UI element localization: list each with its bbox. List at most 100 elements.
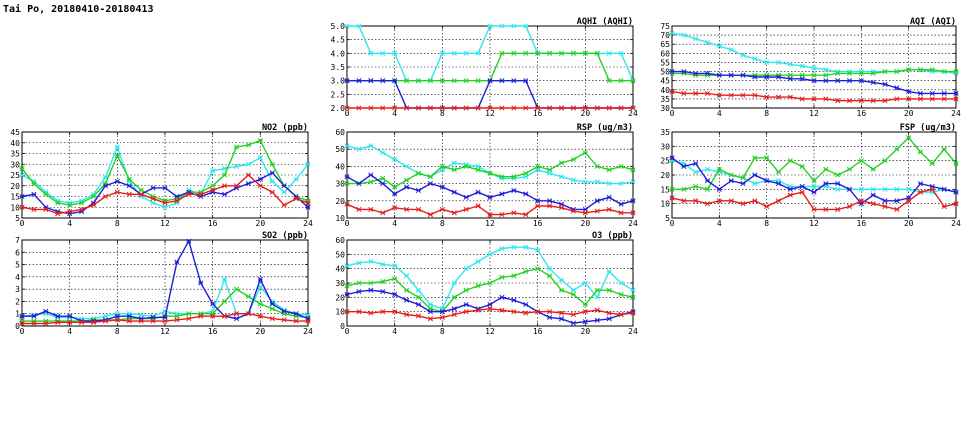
aqhi-blue-point bbox=[344, 78, 350, 84]
o3-cyan-point bbox=[463, 266, 469, 272]
so2-blue-point bbox=[210, 301, 216, 307]
no2-ytick-label: 5 bbox=[15, 214, 20, 223]
so2-ytick-label: 6 bbox=[15, 248, 20, 257]
rsp-cyan-point bbox=[404, 163, 410, 169]
aqi-ytick-label: 40 bbox=[660, 86, 670, 95]
fsp-green-point bbox=[728, 172, 734, 178]
fsp-xtick-label: 24 bbox=[951, 219, 961, 228]
so2-xtick-label: 4 bbox=[67, 327, 72, 336]
rsp-blue-point bbox=[392, 191, 398, 197]
no2-red-point bbox=[210, 187, 216, 193]
o3-xtick-label: 8 bbox=[440, 327, 445, 336]
o3-xtick-label: 4 bbox=[392, 327, 397, 336]
o3-green-point bbox=[511, 273, 517, 279]
aqi-cyan-point bbox=[799, 63, 805, 69]
so2-ytick-label: 1 bbox=[15, 310, 20, 319]
aqhi-cyan-point bbox=[392, 50, 398, 56]
fsp-red-point bbox=[846, 203, 853, 210]
fsp-cyan-point bbox=[811, 183, 817, 190]
no2-blue-point bbox=[114, 178, 120, 185]
aqi-blue-point bbox=[787, 76, 793, 82]
aqi-xtick-label: 24 bbox=[951, 109, 961, 118]
aqi-xtick-label: 16 bbox=[857, 109, 867, 118]
rsp-cyan-point bbox=[356, 146, 362, 152]
aqi-red-point bbox=[823, 96, 829, 102]
so2-blue-point bbox=[174, 259, 180, 265]
o3-blue-point bbox=[380, 289, 386, 295]
aqhi-cyan-point bbox=[487, 23, 493, 29]
fsp-green-point bbox=[835, 172, 841, 178]
rsp-cyan-point bbox=[368, 143, 374, 149]
aqhi-red-point bbox=[618, 105, 624, 111]
o3-green-point bbox=[618, 291, 624, 298]
no2-xtick-label: 8 bbox=[115, 219, 120, 228]
rsp-green-point bbox=[427, 174, 433, 180]
fsp-red-point bbox=[752, 198, 758, 204]
o3-cyan-point bbox=[404, 273, 410, 279]
so2-red-point bbox=[67, 319, 73, 325]
o3-green-point bbox=[368, 280, 374, 286]
aqhi-ytick-label: 3.0 bbox=[331, 77, 346, 86]
fsp-blue-point bbox=[799, 183, 805, 190]
aqhi-series-green bbox=[344, 50, 636, 84]
o3-xtick-label: 20 bbox=[581, 327, 591, 336]
rsp-cyan-point bbox=[630, 179, 636, 185]
aqi-red-point bbox=[906, 96, 912, 102]
so2-red-point bbox=[245, 311, 251, 317]
page-title: Tai Po, 20180410-20180413 bbox=[3, 3, 154, 15]
no2-green-point bbox=[19, 165, 25, 172]
aqi-green-point bbox=[835, 70, 841, 76]
aqi-cyan-point bbox=[787, 61, 793, 67]
aqhi-green-point bbox=[547, 50, 553, 56]
so2-red-point bbox=[233, 311, 240, 317]
o3-blue-point bbox=[344, 291, 350, 298]
o3-cyan-point bbox=[535, 247, 541, 253]
aqhi-green-point bbox=[463, 78, 469, 84]
o3-red-point bbox=[475, 307, 481, 313]
fsp-cyan-point bbox=[752, 181, 758, 187]
fsp-cyan-point bbox=[894, 186, 900, 192]
aqi-blue-point bbox=[870, 79, 876, 86]
rsp-green-point bbox=[630, 167, 636, 173]
so2-blue-point bbox=[126, 313, 132, 319]
so2-blue-point bbox=[269, 301, 275, 307]
aqhi-red-point bbox=[630, 105, 636, 111]
aqhi-xtick-label: 4 bbox=[392, 109, 397, 118]
rsp-red-point bbox=[630, 210, 636, 216]
o3-cyan-point bbox=[570, 287, 576, 293]
aqi-blue-point bbox=[752, 74, 758, 80]
rsp-green-point bbox=[415, 170, 422, 176]
rsp-red-point bbox=[582, 210, 588, 216]
o3-green-point bbox=[606, 287, 612, 293]
so2-red-point bbox=[281, 317, 287, 323]
aqi-cyan-point bbox=[775, 59, 782, 65]
aqi-ytick-label: 55 bbox=[660, 58, 670, 67]
no2-red-point bbox=[90, 202, 97, 208]
o3-green-point bbox=[356, 280, 362, 286]
aqhi-xtick-label: 24 bbox=[628, 109, 638, 118]
aqhi-cyan-point bbox=[356, 23, 362, 29]
fsp-green-point bbox=[906, 135, 912, 141]
so2-ytick-label: 2 bbox=[15, 297, 20, 306]
aqhi-red-point bbox=[547, 105, 553, 111]
rsp-blue-point bbox=[380, 181, 386, 187]
o3-ytick-label: 0 bbox=[340, 322, 345, 331]
so2-red-point bbox=[305, 318, 311, 324]
no2-blue-point bbox=[174, 193, 180, 200]
fsp-green-point bbox=[811, 178, 817, 184]
rsp-cyan-point bbox=[558, 174, 565, 180]
fsp-red-point bbox=[704, 201, 711, 207]
so2-red-point bbox=[79, 319, 85, 325]
rsp-red-point bbox=[392, 205, 398, 211]
aqi-blue-point bbox=[953, 90, 959, 96]
aqi-blue-point bbox=[882, 81, 888, 87]
so2-red-point bbox=[19, 320, 25, 327]
aqhi-red-point bbox=[427, 105, 433, 111]
rsp-green-point bbox=[487, 170, 493, 176]
fsp-green-point bbox=[740, 175, 746, 181]
fsp-ytick-label: 35 bbox=[660, 128, 670, 137]
o3-cyan-point bbox=[499, 246, 505, 252]
fsp-red-point bbox=[740, 201, 746, 207]
aqi-red-point bbox=[799, 96, 805, 102]
so2-red-point bbox=[162, 318, 168, 324]
